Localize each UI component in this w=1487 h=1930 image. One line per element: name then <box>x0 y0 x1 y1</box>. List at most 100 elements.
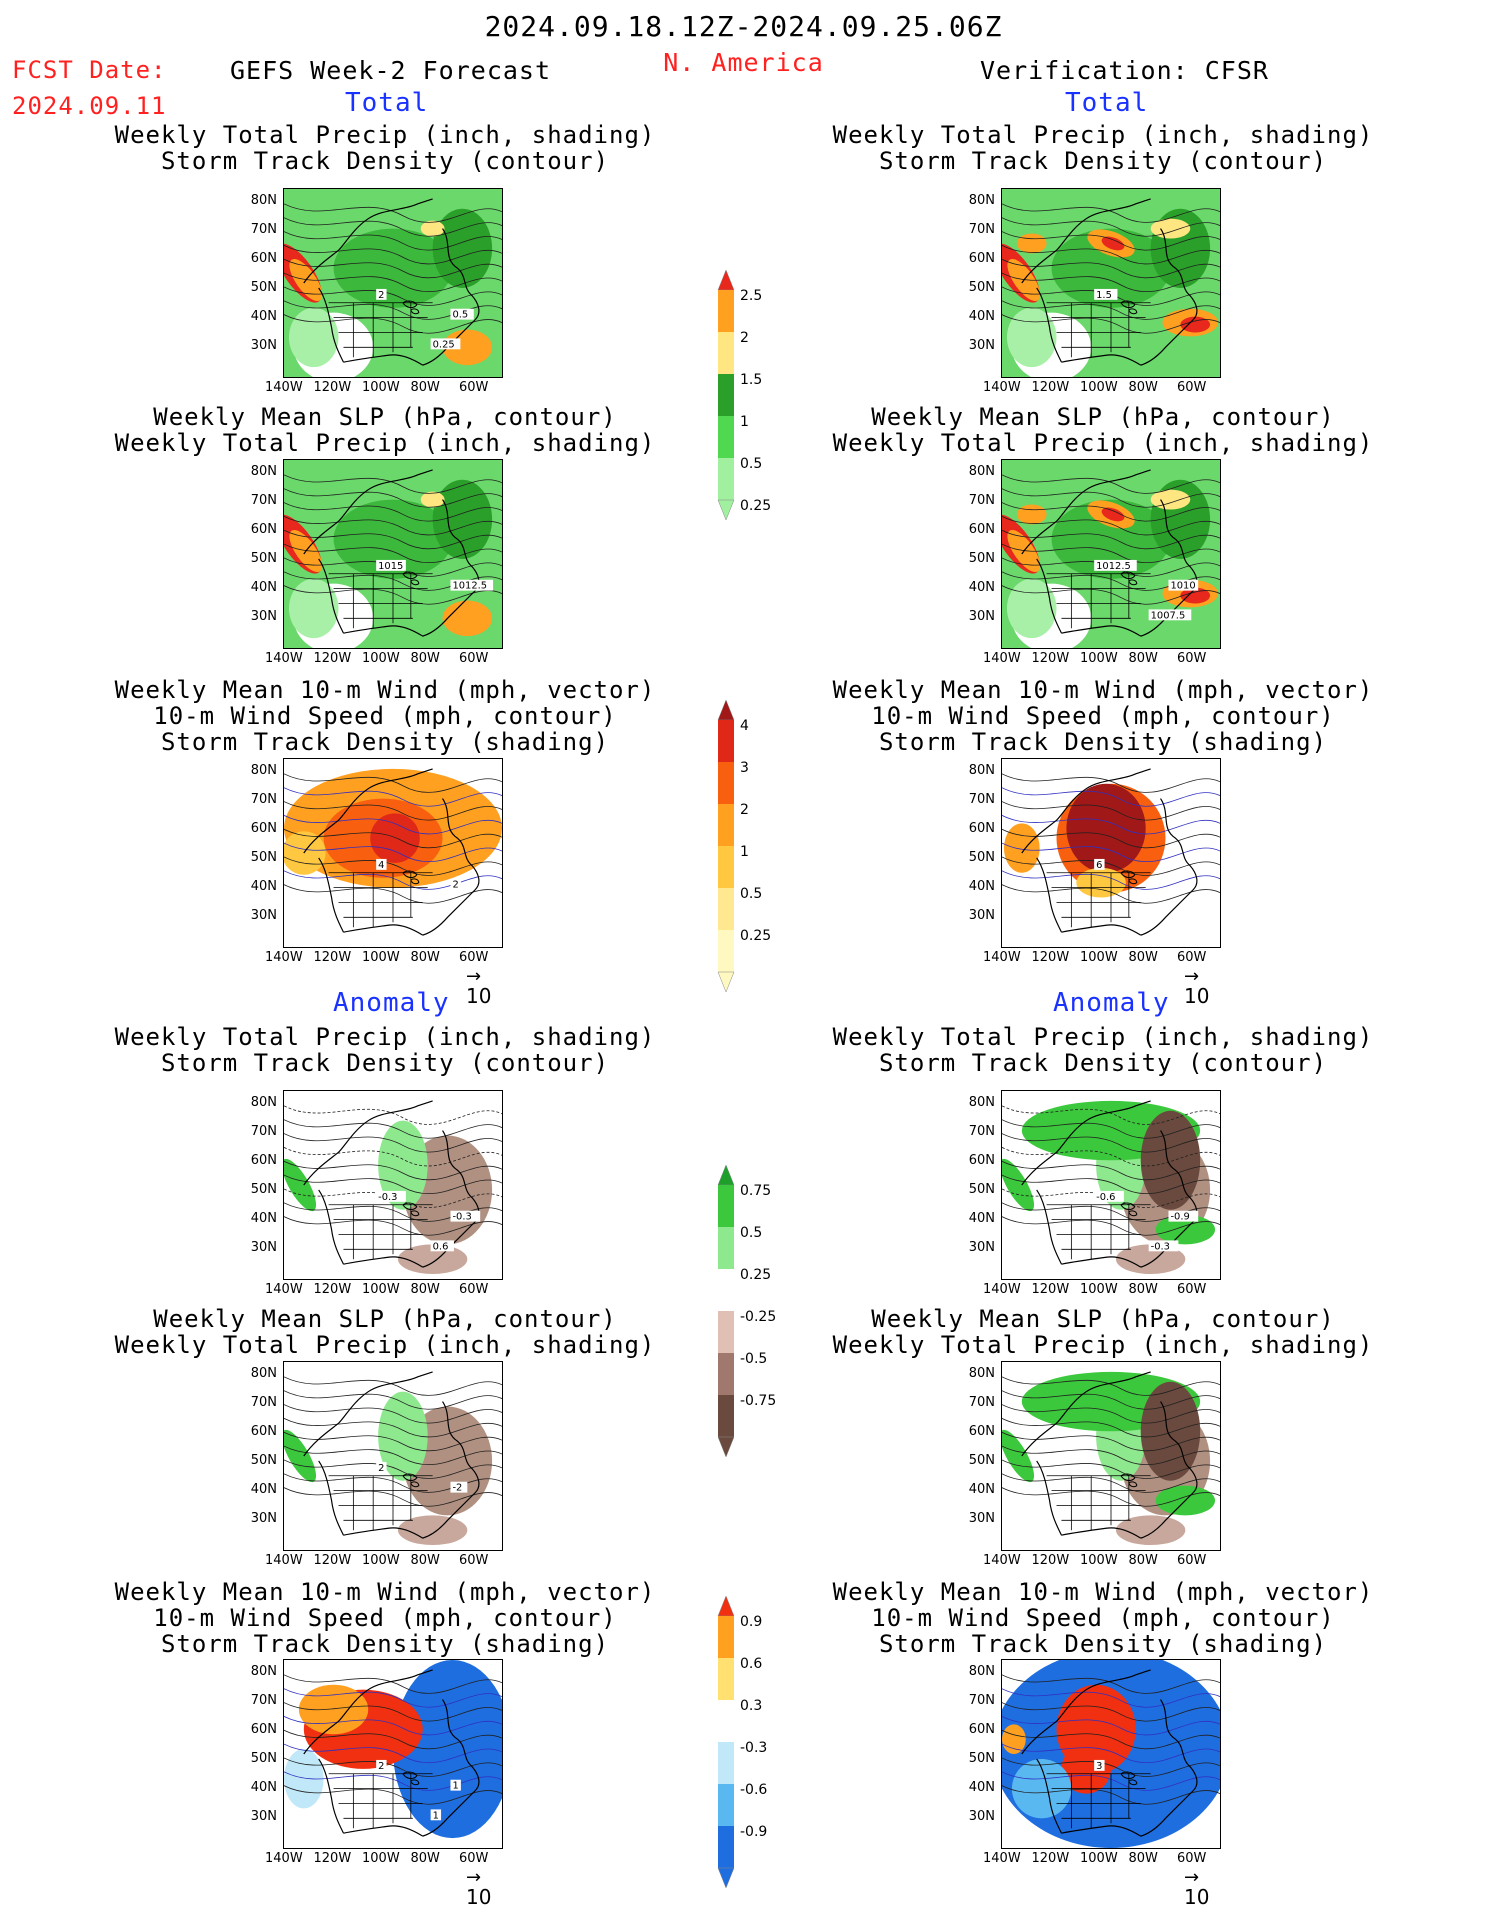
contour-label: -0.6 <box>1096 1192 1115 1203</box>
lat-tick-label: 70N <box>250 1395 277 1410</box>
panel-title-line: Storm Track Density (contour) <box>878 1049 1328 1077</box>
contour-label: -2 <box>452 1483 462 1494</box>
lat-tick-label: 30N <box>968 338 995 353</box>
colorbar-label: 0.25 <box>740 498 772 514</box>
contour-label: 2 <box>378 1463 384 1474</box>
colorbar-segment <box>718 720 734 762</box>
contour-label: 1 <box>433 1810 439 1821</box>
colorbar-segment <box>718 416 734 458</box>
fcst-slp-map: 1015 1012.5 <box>283 459 503 649</box>
fcst-date-label: FCST Date: <box>12 56 167 84</box>
lat-tick-label: 50N <box>250 850 277 865</box>
panel-title-line: 10-m Wind Speed (mph, contour) <box>153 1604 617 1632</box>
lon-tick-label: 60W <box>459 651 489 666</box>
lat-tick-label: 60N <box>968 821 995 836</box>
lat-tick-label: 40N <box>250 580 277 595</box>
colorbar-segment <box>718 1185 734 1227</box>
lat-tick-label: 30N <box>250 609 277 624</box>
colorbar-segment <box>718 1742 734 1784</box>
lon-tick-label: 80W <box>410 1282 440 1297</box>
colorbar-segment <box>718 1269 734 1311</box>
lat-tick-label: 70N <box>968 1395 995 1410</box>
lat-tick-label: 50N <box>968 850 995 865</box>
lat-tick-label: 70N <box>250 493 277 508</box>
vector-reference-value: 10 <box>1184 984 1210 1008</box>
colorbar-segment <box>718 374 734 416</box>
fcst-aslp-map: 2 -2 <box>283 1361 503 1551</box>
colorbar-label: 2.5 <box>740 288 763 304</box>
lat-tick-label: 60N <box>250 1722 277 1737</box>
panel-title-line: Weekly Mean SLP (hPa, contour) <box>153 403 617 431</box>
lon-tick-label: 80W <box>410 1553 440 1568</box>
lon-tick-label: 60W <box>1177 380 1207 395</box>
lon-tick-label: 120W <box>313 950 352 965</box>
lon-tick-label: 120W <box>1031 1851 1070 1866</box>
colorbar-label: 0.25 <box>740 1267 772 1283</box>
contour-label: -0.3 <box>1151 1241 1170 1252</box>
vector-arrow-icon: → <box>1184 966 1200 987</box>
colorbar-segment <box>718 332 734 374</box>
lat-tick-label: 30N <box>968 609 995 624</box>
map-plot: 1012.5 1010 1007.5 <box>1002 460 1220 648</box>
colorbar-label: 0.5 <box>740 456 763 472</box>
lon-tick-label: 120W <box>313 651 352 666</box>
lat-tick-label: 70N <box>968 792 995 807</box>
lon-tick-label: 80W <box>410 1851 440 1866</box>
lat-tick-label: 80N <box>250 763 277 778</box>
map-plot: 2 0.5 0.25 <box>284 189 502 377</box>
colorbar-segment <box>718 290 734 332</box>
lon-tick-label: 60W <box>1177 1282 1207 1297</box>
lat-tick-label: 50N <box>250 1182 277 1197</box>
contour-label: 2 <box>452 880 458 891</box>
lat-tick-label: 30N <box>968 1809 995 1824</box>
lat-tick-label: 80N <box>968 763 995 778</box>
lon-tick-label: 140W <box>983 651 1021 666</box>
contour-label: 1.5 <box>1096 290 1112 301</box>
lat-tick-label: 50N <box>968 551 995 566</box>
colorbar-segment <box>718 1616 734 1658</box>
panel-title-line: Weekly Total Precip (inch, shading) <box>832 1331 1374 1359</box>
lat-tick-label: 30N <box>250 1240 277 1255</box>
section-label-total-right: Total <box>1065 88 1149 118</box>
lat-tick-label: 80N <box>250 193 277 208</box>
colorbar-segment <box>718 1658 734 1700</box>
lon-tick-label: 140W <box>983 1553 1021 1568</box>
region-title: N. America <box>663 48 824 77</box>
lat-tick-label: 70N <box>250 792 277 807</box>
lat-tick-label: 40N <box>250 1780 277 1795</box>
colorbar-label: 1.5 <box>740 372 763 388</box>
lat-tick-label: 50N <box>968 1453 995 1468</box>
lat-tick-label: 30N <box>250 338 277 353</box>
lat-tick-label: 30N <box>968 1511 995 1526</box>
lon-tick-label: 140W <box>983 950 1021 965</box>
lon-tick-label: 120W <box>313 1553 352 1568</box>
lon-tick-label: 60W <box>1177 1851 1207 1866</box>
vector-reference: → 10 <box>466 968 491 1009</box>
lat-tick-label: 60N <box>250 1424 277 1439</box>
lon-tick-label: 80W <box>410 651 440 666</box>
lat-tick-label: 60N <box>250 251 277 266</box>
colorbar-segment <box>718 888 734 930</box>
lon-tick-label: 60W <box>459 380 489 395</box>
lon-tick-label: 140W <box>265 1851 303 1866</box>
panel-title-line: Weekly Mean SLP (hPa, contour) <box>871 403 1335 431</box>
map-plot <box>1002 1362 1220 1550</box>
lon-tick-label: 120W <box>313 380 352 395</box>
panel-title-line: Weekly Total Precip (inch, shading) <box>114 1023 656 1051</box>
colorbar-label: 2 <box>740 330 749 346</box>
map-plot: -0.6 -0.9 -0.3 <box>1002 1091 1220 1279</box>
panel-title-line: Weekly Total Precip (inch, shading) <box>114 121 656 149</box>
panel-title-line: Storm Track Density (shading) <box>160 1630 610 1658</box>
lon-tick-label: 140W <box>265 1282 303 1297</box>
cfsr-precip-map: 1.5 <box>1001 188 1221 378</box>
contour-label: 1 <box>452 1781 458 1792</box>
colorbar-label: 0.75 <box>740 1183 772 1199</box>
colorbar-label: -0.9 <box>740 1824 768 1840</box>
contour-label: 0.5 <box>452 310 468 321</box>
lat-tick-label: 30N <box>250 908 277 923</box>
panel-title-line: Storm Track Density (shading) <box>878 1630 1328 1658</box>
colorbar-label: 0.9 <box>740 1614 763 1630</box>
lat-tick-label: 80N <box>968 1366 995 1381</box>
contour-label: 4 <box>378 860 384 871</box>
lat-tick-label: 80N <box>250 464 277 479</box>
